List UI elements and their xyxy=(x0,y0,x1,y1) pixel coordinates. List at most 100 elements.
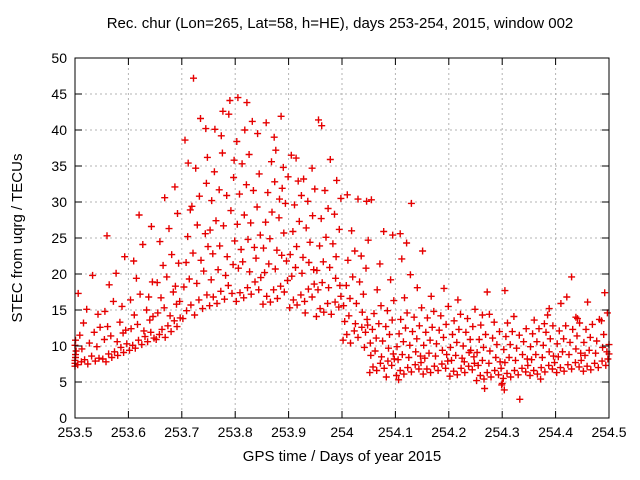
data-point-marker xyxy=(524,361,532,369)
data-point-marker xyxy=(214,266,222,274)
data-point-marker xyxy=(90,328,98,336)
data-point-marker xyxy=(549,322,557,330)
data-point-marker xyxy=(485,310,493,318)
data-point-marker xyxy=(395,330,403,338)
data-point-marker xyxy=(591,359,599,367)
data-point-marker xyxy=(123,340,131,348)
data-point-marker xyxy=(320,308,328,316)
data-point-marker xyxy=(438,346,446,354)
data-point-marker xyxy=(595,315,603,323)
data-point-marker xyxy=(432,352,439,360)
y-tick-label: 5 xyxy=(59,374,67,390)
data-point-marker xyxy=(160,304,168,312)
data-point-marker xyxy=(335,225,343,233)
data-point-marker xyxy=(147,223,155,230)
data-point-marker xyxy=(251,278,259,286)
data-point-marker xyxy=(277,112,285,120)
data-point-marker xyxy=(76,331,84,339)
data-point-marker xyxy=(504,319,511,327)
data-point-marker xyxy=(157,294,165,302)
data-point-marker xyxy=(389,231,397,239)
data-point-marker xyxy=(319,258,327,266)
data-point-marker xyxy=(268,208,276,216)
data-point-marker xyxy=(477,321,485,329)
data-point-marker xyxy=(314,286,322,294)
data-point-marker xyxy=(559,348,566,356)
data-point-marker xyxy=(240,211,248,219)
data-point-marker xyxy=(182,259,190,266)
data-point-marker xyxy=(324,205,332,212)
data-point-marker xyxy=(352,300,360,307)
data-point-marker xyxy=(131,344,139,352)
data-point-marker xyxy=(430,307,438,315)
data-point-marker xyxy=(520,338,528,346)
data-point-marker xyxy=(213,300,221,307)
data-point-marker xyxy=(538,354,546,361)
data-point-marker xyxy=(349,273,357,281)
data-point-marker xyxy=(512,356,519,364)
data-point-marker xyxy=(149,313,157,320)
data-point-marker xyxy=(519,351,526,359)
data-point-marker xyxy=(430,362,438,370)
data-point-marker xyxy=(236,289,244,297)
data-point-marker xyxy=(271,178,279,186)
data-point-marker xyxy=(108,354,116,361)
data-point-marker xyxy=(508,328,516,336)
data-point-marker xyxy=(553,369,561,377)
data-point-marker xyxy=(211,125,219,133)
data-point-marker xyxy=(329,240,337,248)
data-point-marker xyxy=(266,298,274,306)
data-point-marker xyxy=(220,222,227,230)
data-point-marker xyxy=(134,320,141,328)
data-point-marker xyxy=(233,220,241,228)
data-point-marker xyxy=(336,282,344,289)
data-point-marker xyxy=(398,351,406,359)
data-point-marker xyxy=(85,339,93,347)
data-point-marker xyxy=(466,336,474,343)
data-point-marker xyxy=(283,257,290,265)
data-point-marker xyxy=(601,289,609,297)
data-point-marker xyxy=(195,296,203,304)
data-point-marker xyxy=(458,354,466,362)
data-point-marker xyxy=(522,325,530,333)
data-point-marker xyxy=(351,320,359,328)
x-tick-label: 253.7 xyxy=(164,424,199,440)
data-point-marker xyxy=(127,325,135,333)
data-point-marker xyxy=(281,199,289,207)
data-point-marker xyxy=(240,294,248,302)
x-tick-label: 253.5 xyxy=(57,424,92,440)
data-point-marker xyxy=(388,361,396,369)
data-point-marker xyxy=(318,279,326,287)
data-point-marker xyxy=(193,221,201,229)
data-point-marker xyxy=(506,341,514,349)
data-point-marker xyxy=(278,184,286,192)
y-tick-label: 25 xyxy=(51,230,67,246)
data-point-marker xyxy=(501,359,509,367)
data-point-marker xyxy=(193,279,201,287)
data-point-marker xyxy=(533,338,541,346)
data-point-marker xyxy=(480,375,488,383)
data-point-marker xyxy=(373,367,381,374)
data-point-marker xyxy=(122,326,130,334)
data-point-marker xyxy=(404,364,412,372)
data-point-marker xyxy=(344,256,352,264)
data-point-marker xyxy=(275,214,283,222)
data-point-marker xyxy=(377,302,385,310)
data-point-marker xyxy=(81,356,89,364)
data-point-marker xyxy=(530,367,538,374)
data-point-marker xyxy=(486,347,494,355)
data-point-marker xyxy=(221,295,228,303)
data-point-marker xyxy=(457,364,465,372)
data-point-marker xyxy=(505,354,513,361)
data-point-marker xyxy=(503,369,511,377)
data-point-marker xyxy=(350,327,358,335)
data-point-marker xyxy=(351,247,359,255)
data-point-marker xyxy=(378,353,385,361)
data-point-marker xyxy=(501,287,509,295)
data-point-marker xyxy=(105,350,113,358)
data-point-marker xyxy=(249,187,257,194)
data-point-marker xyxy=(114,351,122,359)
data-point-marker xyxy=(126,346,133,354)
data-point-marker xyxy=(467,346,475,354)
data-point-marker xyxy=(248,117,256,125)
